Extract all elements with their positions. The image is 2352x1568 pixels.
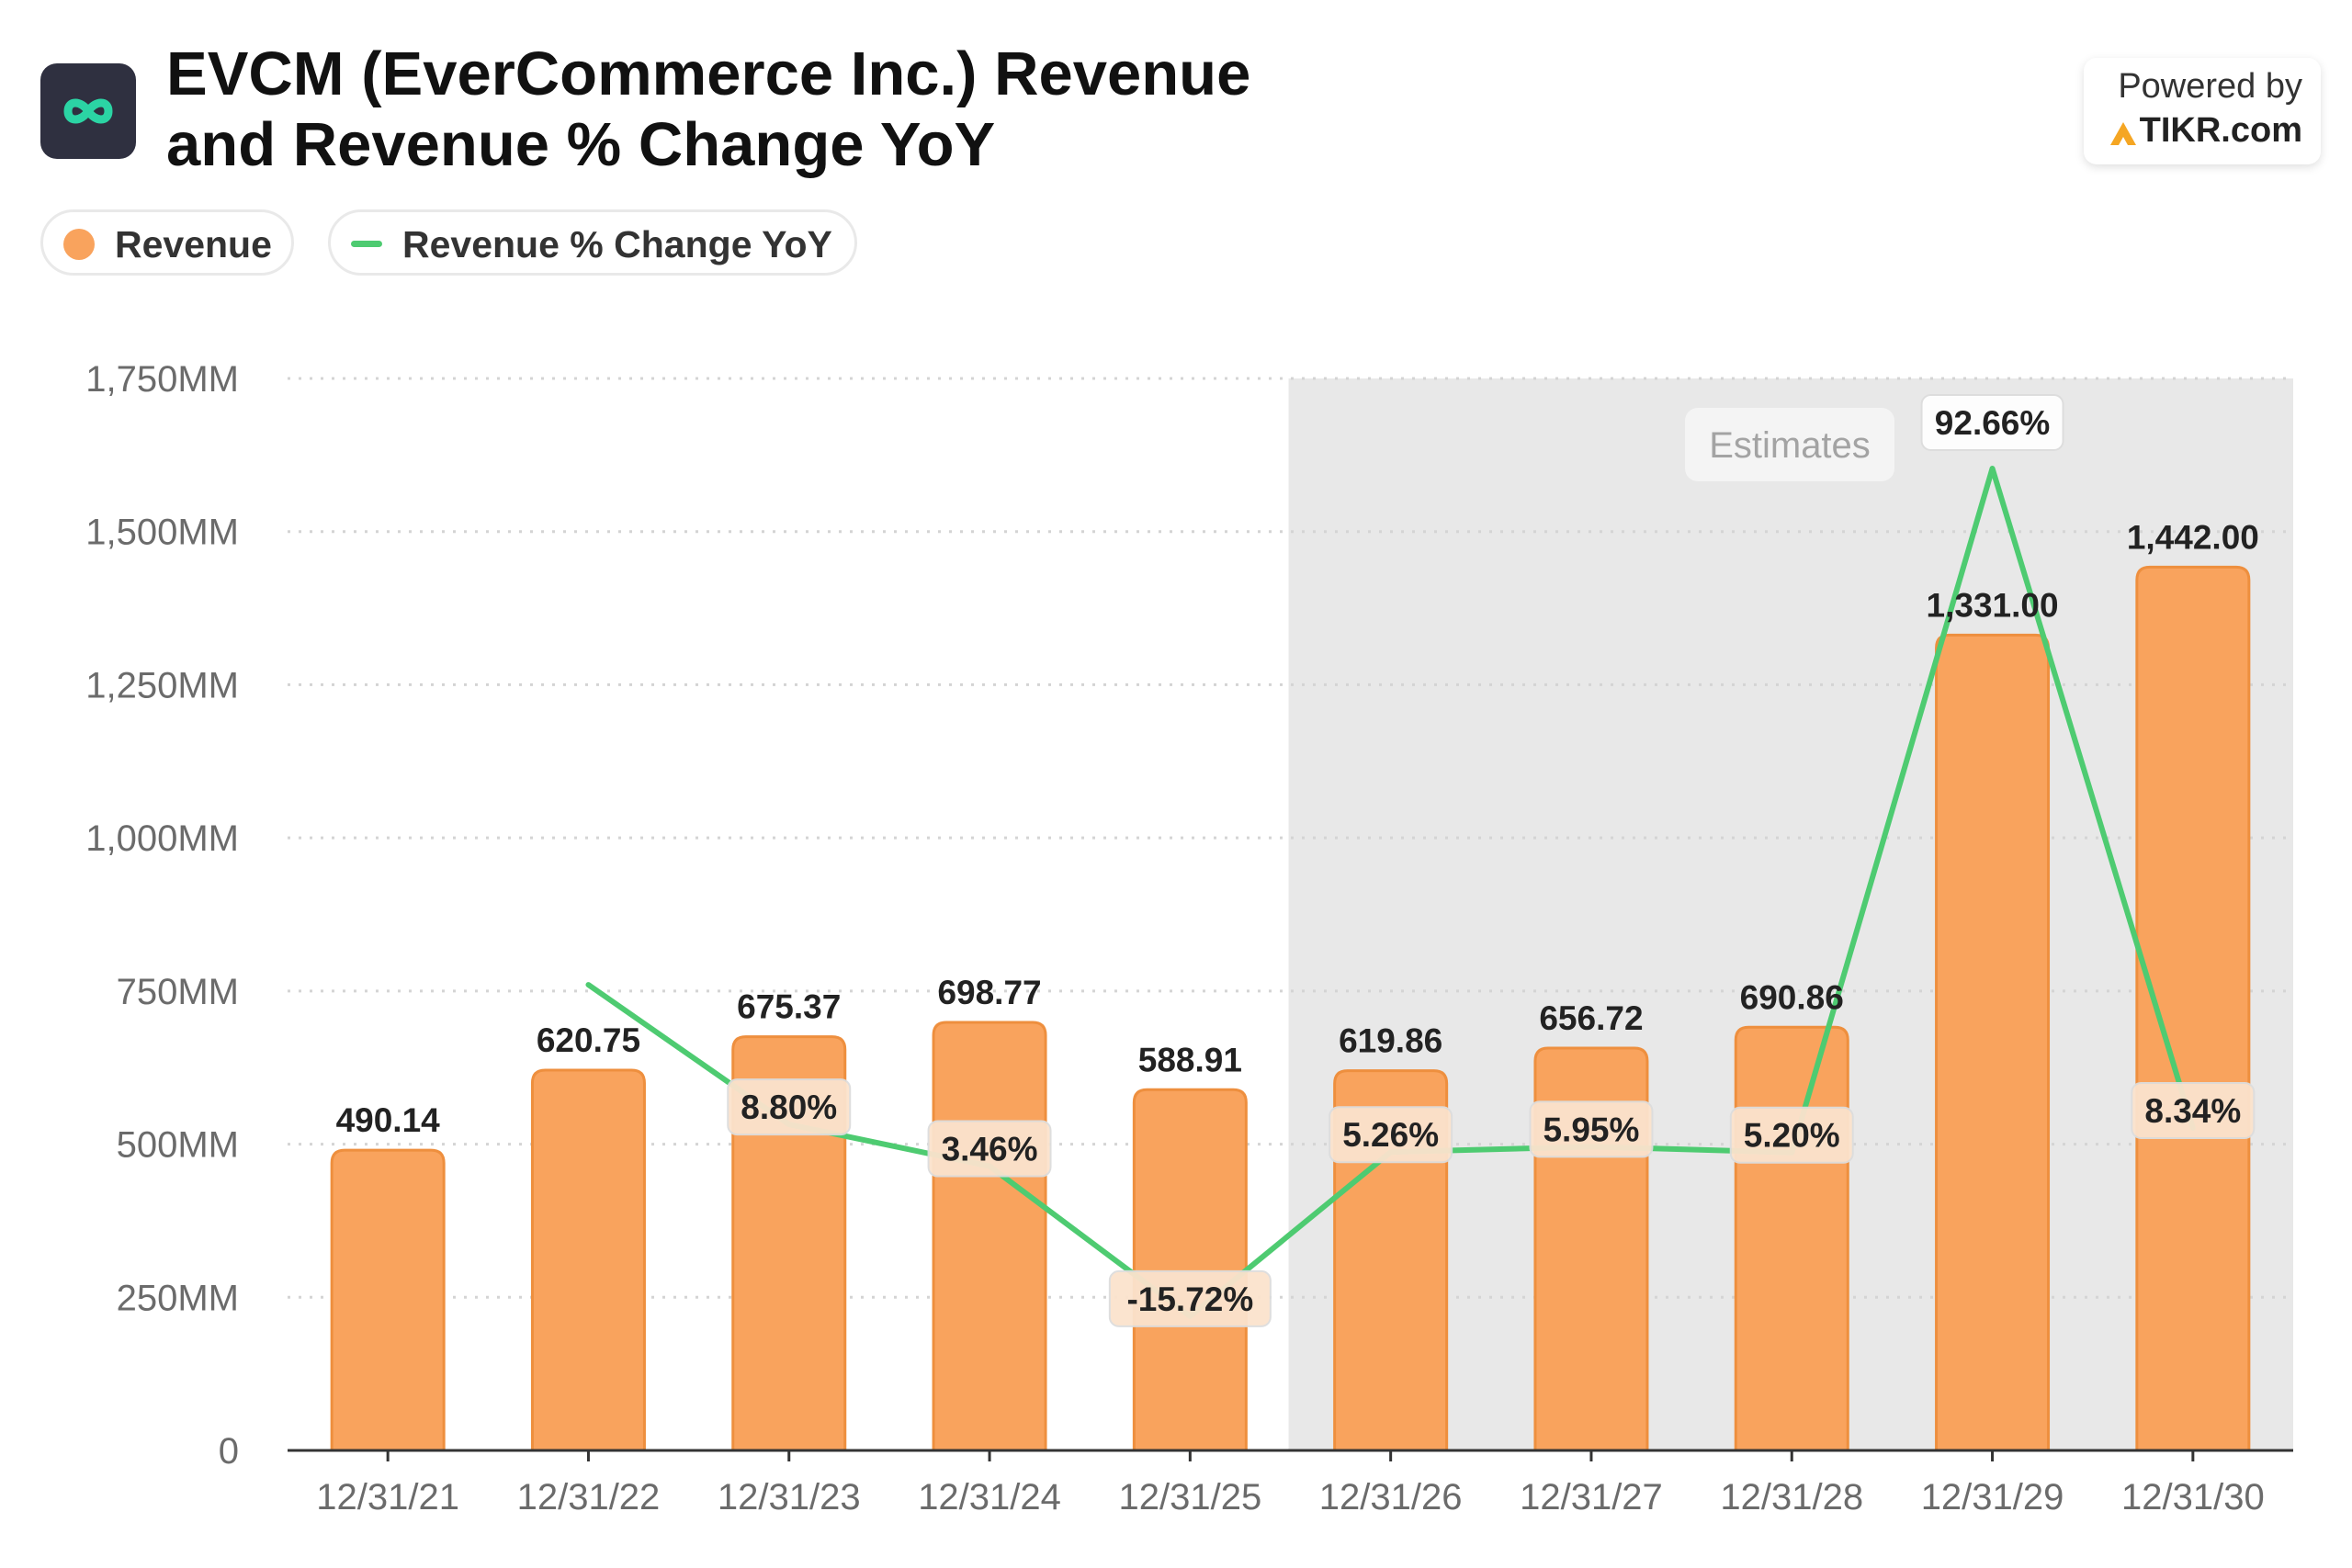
x-tick-label: 12/31/27 <box>1520 1477 1663 1517</box>
yoy-label-box <box>1329 1106 1453 1164</box>
revenue-data-label: 656.72 <box>1539 999 1643 1037</box>
x-tick-label: 12/31/24 <box>918 1477 1061 1517</box>
yoy-data-label: 5.95% <box>1543 1111 1639 1148</box>
legend-label-yoy: Revenue % Change YoY <box>402 223 832 265</box>
y-tick-label: 1,500MM <box>85 513 239 553</box>
yoy-label-box <box>1529 1100 1654 1158</box>
yoy-data-label: -15.72% <box>1126 1280 1253 1318</box>
yoy-data-label: 8.80% <box>741 1089 837 1126</box>
y-tick-label: 250MM <box>117 1278 239 1318</box>
revenue-bar <box>330 1148 446 1452</box>
yoy-label-box <box>727 1078 852 1136</box>
yoy-label-box <box>1920 394 2064 451</box>
powered-by-label: Powered by <box>2118 67 2302 106</box>
revenue-data-label: 1,442.00 <box>2127 518 2259 556</box>
x-tick-label: 12/31/22 <box>517 1477 661 1517</box>
revenue-data-label: 690.86 <box>1740 978 1844 1016</box>
revenue-bar <box>1132 1088 1248 1452</box>
revenue-bar <box>1935 633 2051 1452</box>
powered-by-badge[interactable]: Powered by TIKR.com <box>2084 58 2321 164</box>
app-logo <box>40 63 136 159</box>
legend-label-revenue: Revenue <box>115 223 272 265</box>
x-tick-label: 12/31/26 <box>1319 1477 1463 1517</box>
yoy-label-box <box>927 1120 1052 1178</box>
revenue-data-label: 675.37 <box>737 988 841 1026</box>
estimates-pill <box>1685 408 1894 481</box>
y-tick-label: 500MM <box>117 1125 239 1166</box>
y-tick-label: 750MM <box>117 972 239 1012</box>
x-tick-label: 12/31/21 <box>316 1477 459 1517</box>
x-tick-label: 12/31/28 <box>1720 1477 1863 1517</box>
x-tick-label: 12/31/23 <box>718 1477 861 1517</box>
yoy-label-box <box>1108 1269 1272 1327</box>
tikr-logo-icon <box>2110 122 2136 145</box>
y-tick-label: 1,000MM <box>85 818 239 859</box>
revenue-data-label: 698.77 <box>937 974 1041 1011</box>
infinity-icon <box>63 98 113 124</box>
revenue-data-label: 588.91 <box>1138 1041 1242 1078</box>
tikr-brand-name: TIKR.com <box>2139 111 2302 150</box>
y-tick-label: 1,750MM <box>85 359 239 400</box>
yoy-line-swatch-icon <box>351 241 382 247</box>
chart-title-line-2: and Revenue % Change YoY <box>166 110 996 179</box>
revenue-bar <box>1734 1025 1849 1452</box>
x-tick-label: 12/31/25 <box>1118 1477 1261 1517</box>
legend-item-revenue[interactable]: Revenue <box>40 209 294 276</box>
yoy-data-label: 5.26% <box>1342 1116 1439 1154</box>
chart-title: EVCM (EverCommerce Inc.) Revenue and Rev… <box>166 39 1379 180</box>
revenue-swatch-icon <box>63 229 95 260</box>
yoy-data-label: 3.46% <box>942 1131 1038 1168</box>
yoy-data-label: 8.34% <box>2144 1092 2241 1130</box>
x-tick-label: 12/31/29 <box>1921 1477 2064 1517</box>
revenue-data-label: 620.75 <box>537 1021 640 1059</box>
yoy-data-label: 5.20% <box>1744 1117 1840 1155</box>
revenue-data-label: 1,331.00 <box>1927 586 2059 624</box>
revenue-data-label: 619.86 <box>1339 1022 1442 1060</box>
y-tick-label: 0 <box>219 1431 239 1472</box>
yoy-label-box <box>1729 1106 1854 1164</box>
yoy-data-label: 92.66% <box>1935 404 2051 442</box>
revenue-bar <box>1333 1069 1449 1452</box>
chart-title-line-1: EVCM (EverCommerce Inc.) Revenue <box>166 39 1251 108</box>
x-tick-label: 12/31/30 <box>2121 1477 2265 1517</box>
yoy-label-box <box>2131 1081 2256 1139</box>
estimates-label: Estimates <box>1709 425 1871 466</box>
revenue-bar <box>932 1021 1047 1452</box>
revenue-data-label: 490.14 <box>336 1101 441 1139</box>
revenue-bar <box>530 1068 646 1452</box>
y-tick-label: 1,250MM <box>85 665 239 705</box>
revenue-bar <box>731 1035 847 1452</box>
legend-item-yoy[interactable]: Revenue % Change YoY <box>328 209 857 276</box>
revenue-bar <box>2135 565 2251 1452</box>
